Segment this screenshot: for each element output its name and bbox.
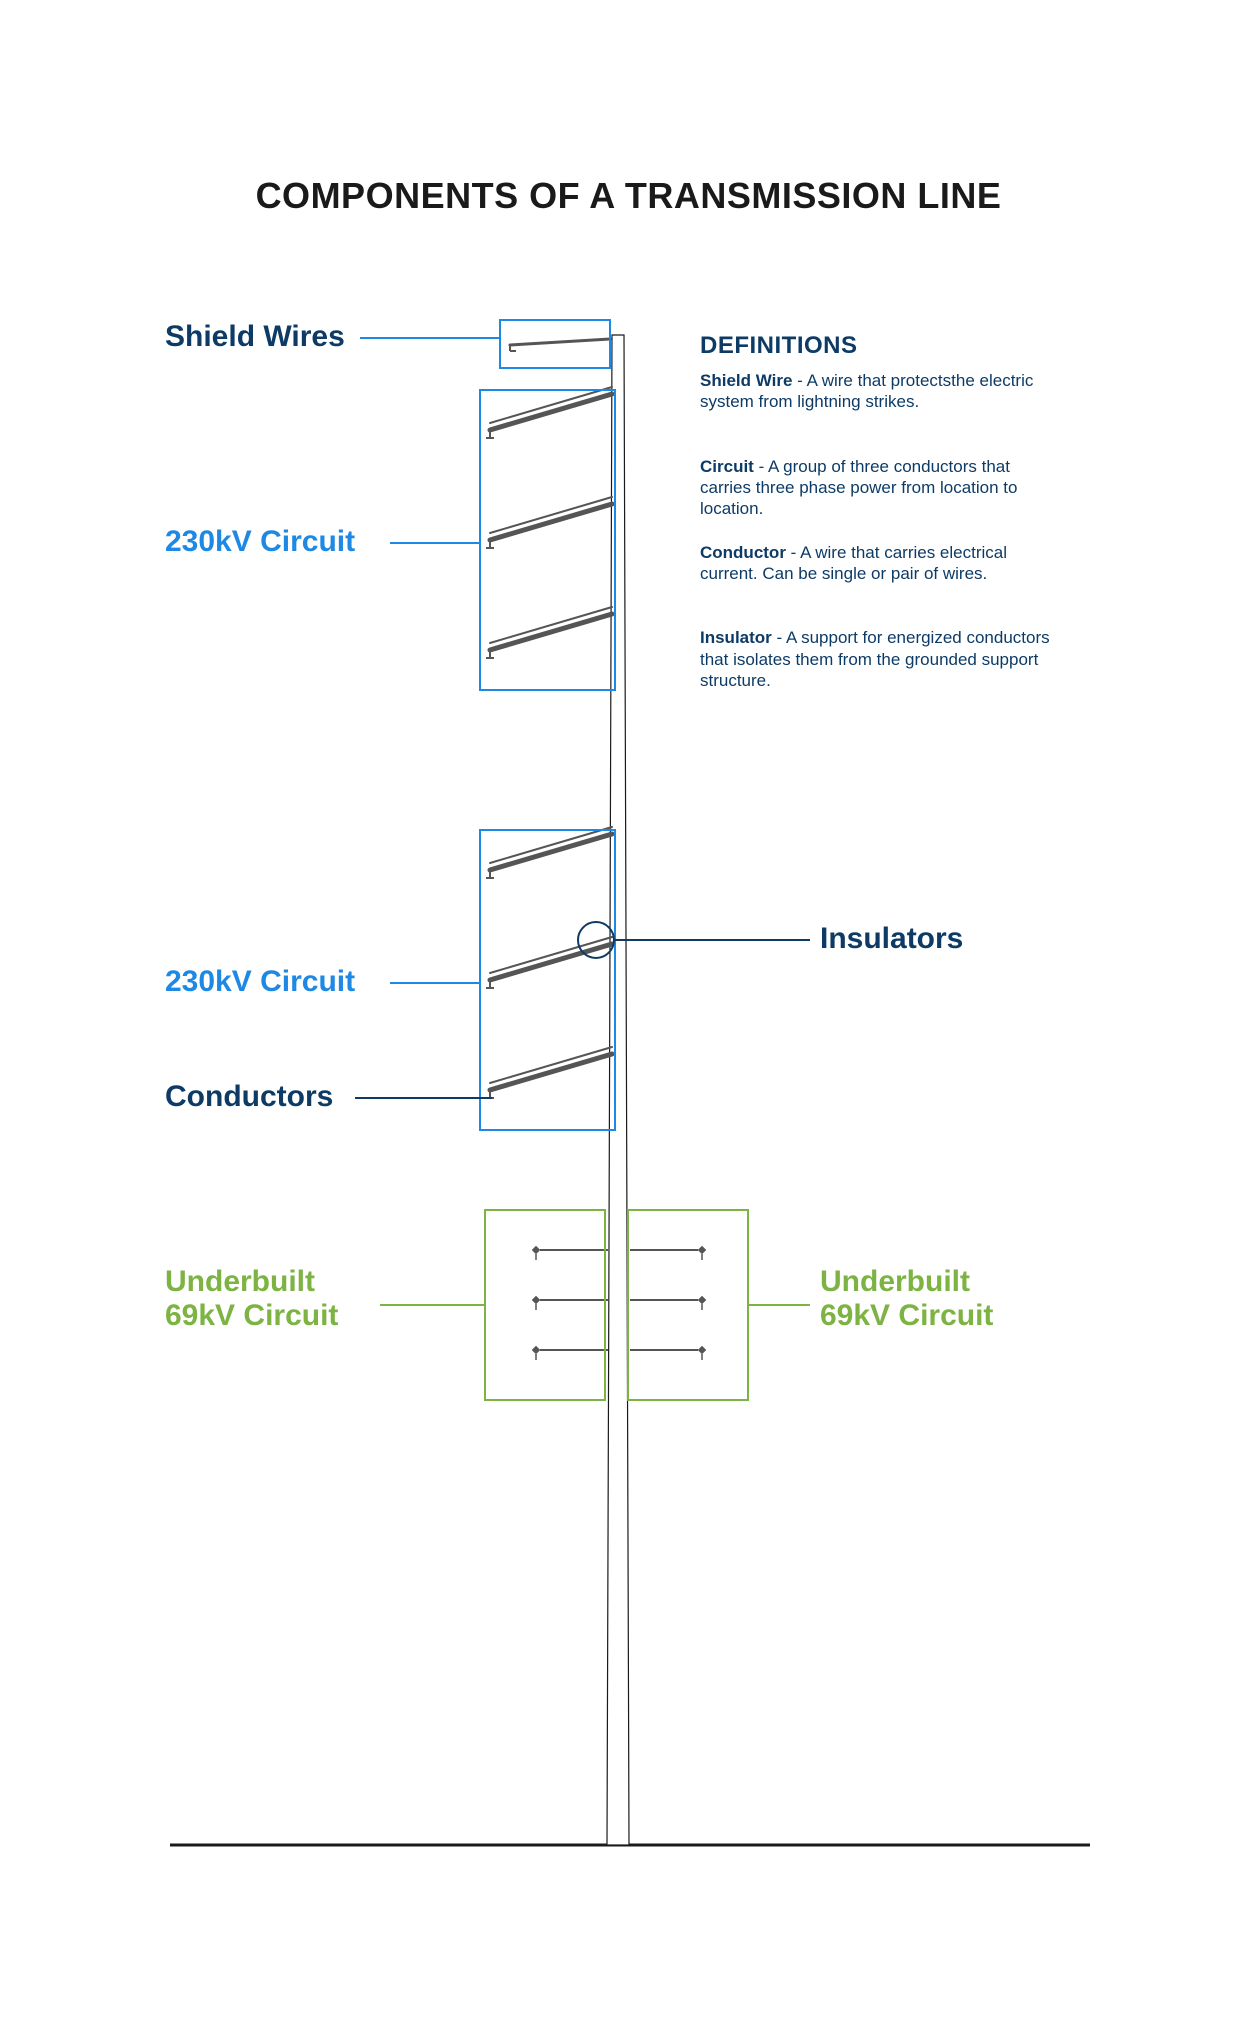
label-underbuilt-left: Underbuilt 69kV Circuit (165, 1265, 338, 1333)
definition-item: Insulator - A support for energized cond… (700, 627, 1060, 691)
label-shield-wires: Shield Wires (165, 320, 345, 354)
definition-item: Shield Wire - A wire that protectsthe el… (700, 370, 1060, 413)
definition-term: Shield Wire (700, 371, 792, 390)
label-insulators: Insulators (820, 922, 963, 956)
definition-item: Circuit - A group of three conductors th… (700, 456, 1060, 520)
label-230kv-upper: 230kV Circuit (165, 525, 355, 559)
definition-item: Conductor - A wire that carries electric… (700, 542, 1060, 585)
label-underbuilt-right: Underbuilt 69kV Circuit (820, 1265, 993, 1333)
definition-term: Conductor (700, 543, 786, 562)
transmission-line-diagram (0, 0, 1257, 2026)
definition-term: Insulator (700, 628, 772, 647)
definitions-heading: DEFINITIONS (700, 332, 858, 360)
label-conductors: Conductors (165, 1080, 333, 1114)
diagram-page: COMPONENTS OF A TRANSMISSION LINE Shield… (0, 0, 1257, 2026)
definition-term: Circuit (700, 457, 754, 476)
label-230kv-lower: 230kV Circuit (165, 965, 355, 999)
